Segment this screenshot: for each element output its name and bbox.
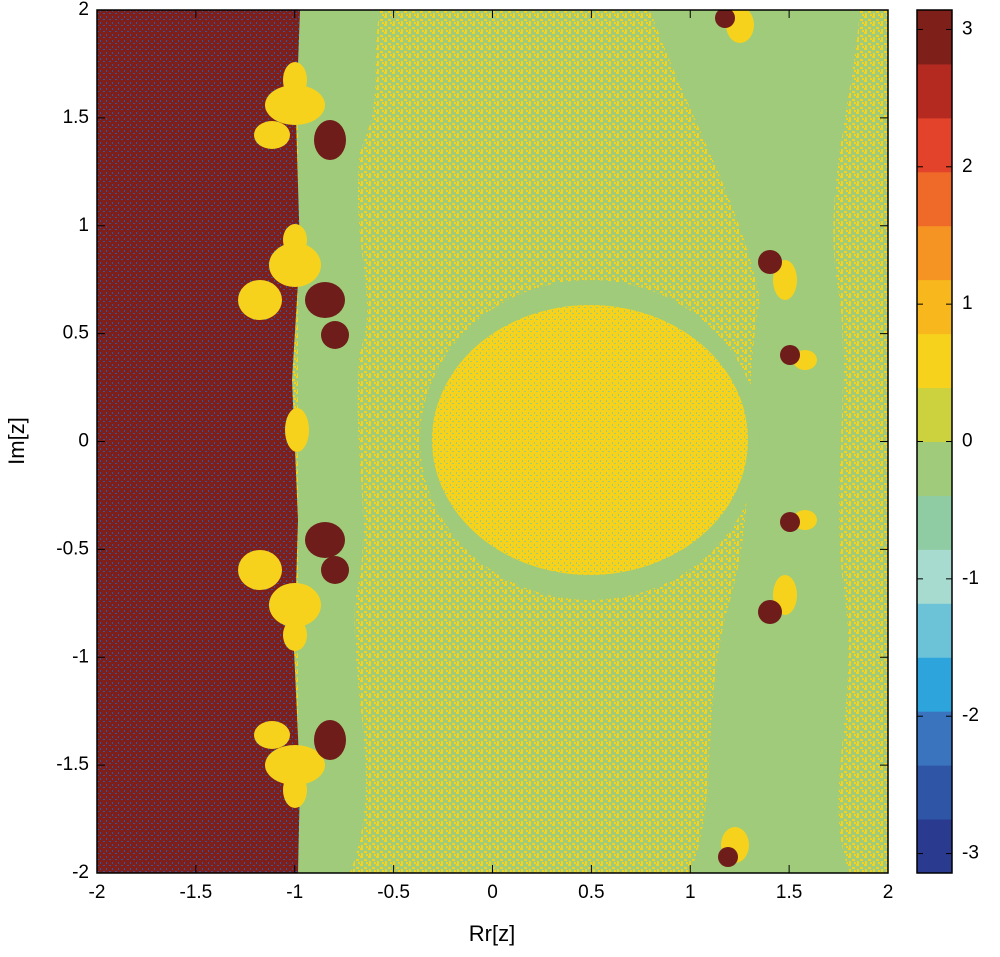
colorbar-stripe: [917, 765, 952, 820]
colorbar-tick-label: -3: [962, 843, 979, 864]
x-tick-label: -1: [286, 882, 303, 903]
y-tick-label: -1: [72, 646, 89, 667]
colorbar-stripe: [917, 63, 952, 119]
x-tick-label: 2: [883, 882, 894, 903]
colorbar-stripe: [917, 441, 952, 496]
colorbar-tick-label: 2: [962, 156, 973, 177]
x-tick-label: 0: [487, 882, 498, 903]
colorbar-stripe: [917, 10, 952, 65]
y-axis-title: Im[z]: [4, 417, 29, 465]
colorbar-tick-label: 3: [962, 18, 973, 39]
heatmap-image: [97, 10, 888, 873]
x-tick-label: 0.5: [578, 882, 604, 903]
colorbar-tick-label: 1: [962, 293, 973, 314]
colorbar-stripe: [917, 387, 952, 442]
colorbar-stripe: [917, 657, 952, 712]
colorbar-tick-label: -1: [962, 568, 979, 589]
colorbar-stripe: [917, 333, 952, 389]
colorbar-tick-label: -2: [962, 705, 979, 726]
plot-frame: [96, 9, 889, 874]
colorbar-stripe: [917, 711, 952, 766]
y-tick-label: -0.5: [56, 538, 89, 559]
x-tick-label: -1.5: [180, 882, 213, 903]
y-tick-label: 0: [78, 431, 89, 452]
y-tick-label: 2: [78, 0, 89, 20]
colorbar-stripe: [917, 495, 952, 550]
y-tick-label: -2: [72, 862, 89, 883]
colorbar-stripe: [917, 603, 952, 658]
colorbar-stripe: [917, 549, 952, 604]
x-tick-label: 1.5: [776, 882, 802, 903]
y-tick-label: 0.5: [63, 323, 89, 344]
x-tick-label: 1: [685, 882, 696, 903]
colorbar-stripe: [917, 171, 952, 227]
x-tick-label: -0.5: [377, 882, 410, 903]
colorbar-frame: [916, 9, 953, 874]
colorbar-stripe: [917, 819, 952, 874]
x-axis-title: Rr[z]: [469, 921, 515, 946]
colorbar-stripe: [917, 279, 952, 335]
colorbar-tick-label: 0: [962, 431, 973, 452]
y-tick-label: -1.5: [56, 754, 89, 775]
colorbar-stripe: [917, 117, 952, 173]
x-tick-label: -2: [89, 882, 106, 903]
y-tick-label: 1.5: [63, 107, 89, 128]
colorbar-stripe: [917, 225, 952, 281]
y-tick-label: 1: [78, 215, 89, 236]
